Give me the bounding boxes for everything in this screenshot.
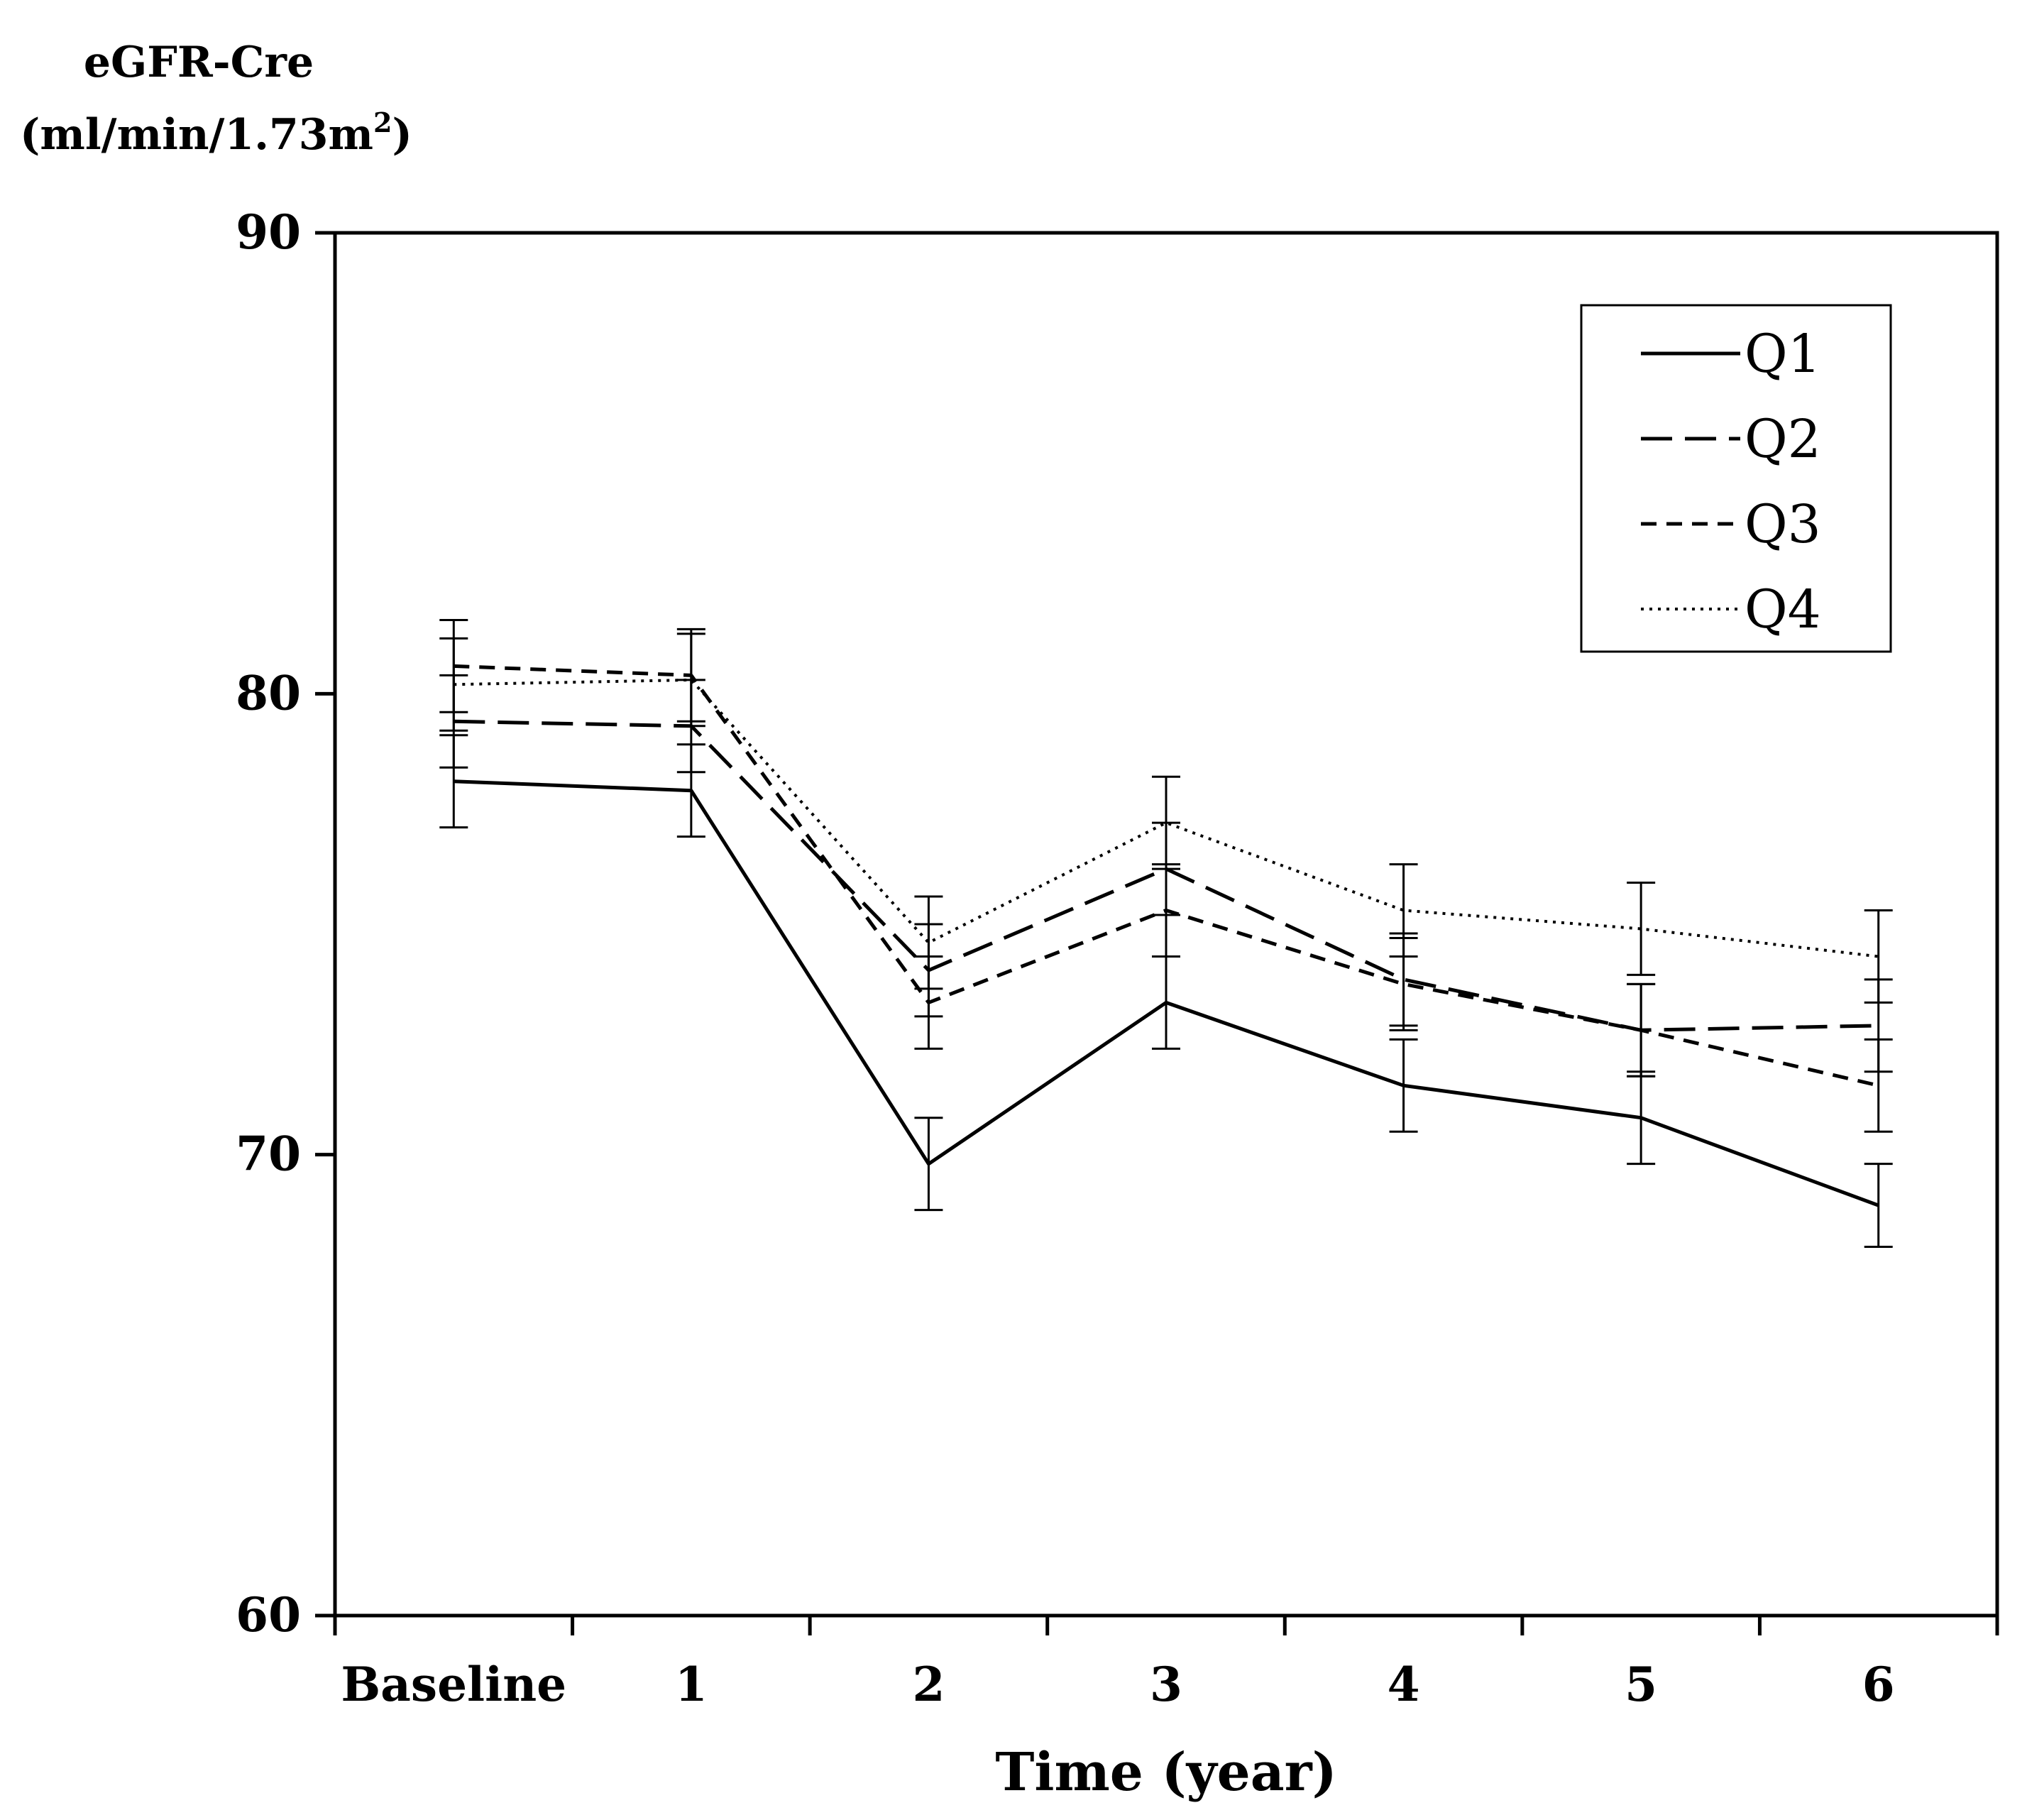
error-bar-layer [439, 618, 1893, 1249]
y-axis-unit-close: ) [392, 110, 412, 160]
x-tick-label: 4 [1388, 1657, 1420, 1712]
legend-box [1580, 304, 1892, 653]
error-bar-q1 [1864, 1163, 1893, 1249]
y-axis-title-line2: (ml/min/1.73m2) [20, 106, 412, 160]
x-axis-title: Time (year) [995, 1742, 1336, 1803]
legend-label-q2: Q2 [1745, 409, 1821, 470]
error-bar-q1 [1152, 955, 1180, 1050]
legend: Q1 Q2 Q3 Q4 [1580, 304, 1892, 653]
error-bar-q4 [1389, 863, 1418, 958]
error-bar-q1 [1389, 1038, 1418, 1133]
error-bar-q3 [1627, 982, 1656, 1078]
legend-label-q4: Q4 [1745, 579, 1821, 640]
x-tick-label: 1 [675, 1657, 708, 1712]
x-tick-label: 6 [1862, 1657, 1895, 1712]
x-tick-label: 2 [912, 1657, 945, 1712]
x-tick-label: Baseline [341, 1657, 566, 1712]
y-axis-title-line1: eGFR-Cre [84, 38, 314, 87]
x-tick-label: 3 [1150, 1657, 1182, 1712]
y-axis-unit-superscript: 2 [373, 106, 392, 138]
x-axis: Baseline 1 2 3 4 5 6 [333, 1616, 1999, 1712]
error-bar-q4 [439, 637, 468, 732]
y-tick-label: 90 [236, 204, 301, 260]
y-axis-unit: (ml/min/1.73m [20, 110, 373, 160]
y-tick-label: 70 [236, 1126, 301, 1182]
error-bar-q1 [914, 1117, 943, 1212]
error-bar-q4 [1864, 909, 1893, 1004]
error-bar-q4 [1152, 775, 1180, 870]
y-tick-label: 80 [236, 665, 301, 720]
y-tick-label: 60 [236, 1587, 301, 1643]
error-bar-q3 [1152, 863, 1180, 958]
legend-label-q1: Q1 [1745, 324, 1821, 385]
plot-area-frame [333, 231, 1999, 1618]
error-bar-q4 [676, 632, 705, 728]
error-bar-q3 [1864, 1038, 1893, 1133]
error-bar-q4 [1627, 882, 1656, 976]
legend-label-q3: Q3 [1745, 494, 1821, 555]
y-axis: 60 70 80 90 [236, 204, 335, 1643]
x-tick-label: 5 [1625, 1657, 1657, 1712]
error-bar-q4 [914, 895, 943, 990]
